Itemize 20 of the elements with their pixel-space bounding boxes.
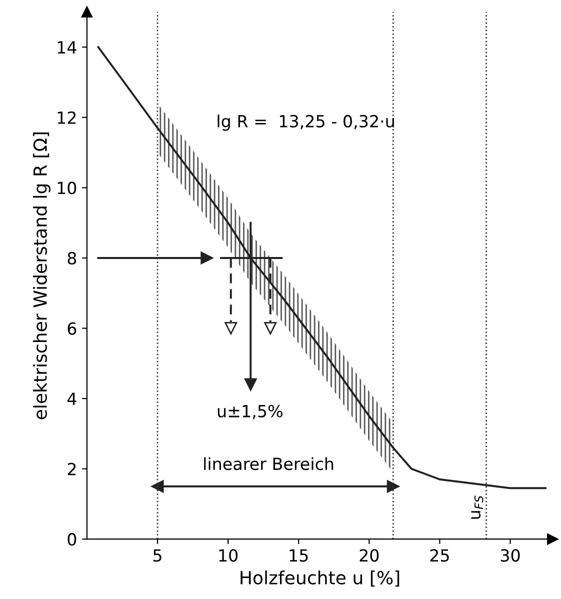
y-tick-label: 12	[58, 111, 76, 124]
x-tick-label: 20	[360, 549, 379, 562]
x-tick-label: 15	[290, 549, 308, 562]
y-tick-label: 4	[67, 392, 76, 405]
y-tick-label: 2	[68, 462, 76, 476]
annotation: lg R = 13,25 - 0,32·u	[218, 114, 394, 131]
x-tick-label: 5	[153, 549, 162, 562]
y-tick-label: 8	[68, 252, 76, 265]
y-tick-label: 14	[58, 41, 76, 54]
y-tick-label: 0	[68, 533, 76, 546]
x-axis-title: Holzfeuchte u [%]	[240, 570, 400, 587]
y-tick-label: 6	[68, 322, 76, 335]
x-tick-label: 25	[430, 549, 449, 562]
annotation: linearer Bereich	[204, 457, 334, 470]
y-tick-label: 10	[58, 182, 76, 194]
x-tick-label: 10	[219, 549, 238, 562]
y-axis-title: elektrischer Widerstand lg R [Ω]	[32, 132, 50, 420]
annotation: u±1,5%	[218, 404, 282, 420]
annotation: u$_{FS}$	[471, 496, 484, 519]
x-tick-label: 30	[500, 549, 520, 562]
